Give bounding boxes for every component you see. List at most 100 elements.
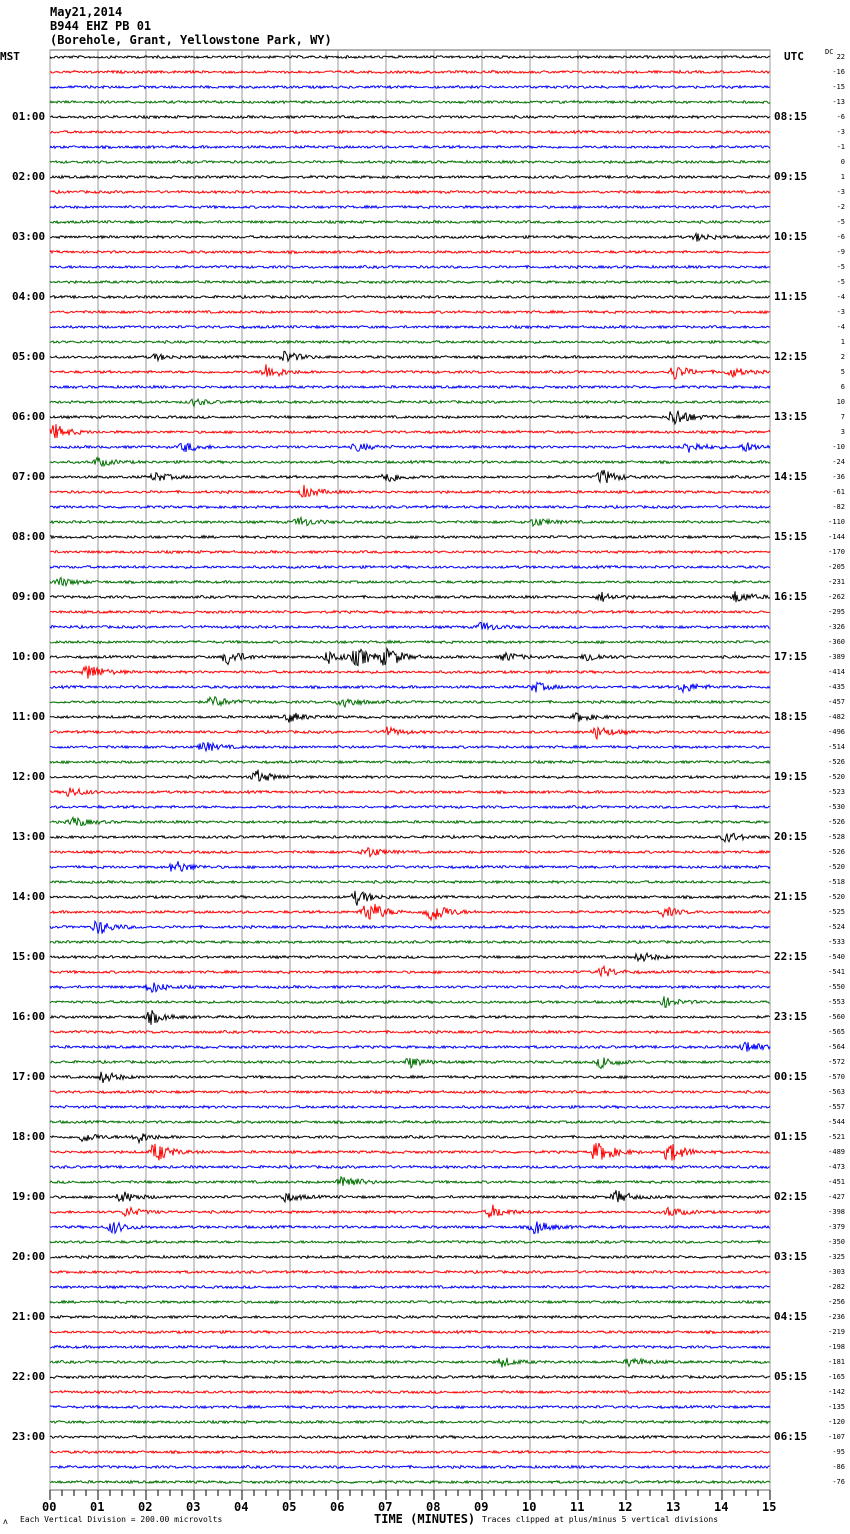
dc-offset-label: -528 [828, 833, 845, 841]
dc-offset-label: -5 [836, 263, 845, 271]
dc-offset-label: -107 [828, 1433, 845, 1441]
dc-offset-label: -520 [828, 893, 845, 901]
mst-hour-label: 22:00 [12, 1370, 46, 1383]
mst-hour-label: 11:00 [12, 710, 46, 723]
seismic-trace [49, 174, 771, 180]
dc-offset-label: -544 [828, 1118, 845, 1126]
scale-icon: ʌ [3, 1517, 8, 1526]
dc-offset-label: -2 [836, 203, 845, 211]
seismic-trace [49, 54, 771, 60]
utc-hour-label: 00:15 [774, 1070, 808, 1083]
dc-offset-label: -303 [828, 1268, 845, 1276]
seismic-trace [49, 879, 771, 885]
utc-hour-label: 17:15 [774, 650, 808, 663]
dc-offset-label: -457 [828, 698, 845, 706]
seismic-trace [49, 144, 771, 150]
dc-offset-label: -520 [828, 773, 845, 781]
seismic-trace [49, 264, 771, 270]
dc-offset-label: -36 [832, 473, 845, 481]
dc-offset-label: 3 [840, 428, 845, 436]
seismic-trace [49, 249, 771, 255]
seismic-trace [49, 1071, 771, 1084]
seismic-trace [49, 846, 771, 858]
seismic-trace [49, 219, 771, 225]
utc-hour-label: 02:15 [774, 1190, 808, 1203]
dc-offset-label: -24 [832, 458, 845, 466]
mst-hour-label: 01:00 [12, 110, 46, 123]
x-tick-label: 12 [618, 1500, 633, 1514]
utc-hour-label: 19:15 [774, 770, 808, 783]
seismic-trace [49, 681, 771, 695]
dc-offset-label: 7 [840, 413, 845, 421]
utc-hour-label: 21:15 [774, 890, 808, 903]
dc-offset-label: -325 [828, 1253, 845, 1261]
dc-offset-label: -16 [832, 68, 845, 76]
dc-offset-label: -563 [828, 1088, 845, 1096]
dc-offset-label: -219 [828, 1328, 845, 1336]
utc-hour-label: 05:15 [774, 1370, 808, 1383]
dc-offset-label: -181 [828, 1358, 845, 1366]
seismic-trace [50, 549, 771, 555]
dc-offset-label: -86 [832, 1463, 845, 1471]
dc-offset-label: -518 [828, 878, 845, 886]
seismic-trace [49, 410, 771, 426]
seismic-trace [49, 189, 771, 195]
seismic-trace [49, 279, 771, 285]
seismic-trace [49, 646, 771, 667]
dc-offset-label: -142 [828, 1388, 845, 1396]
scale-note: Each Vertical Division = 200.00 microvol… [20, 1515, 223, 1524]
utc-hour-label: 08:15 [774, 110, 808, 123]
seismic-trace [49, 982, 771, 994]
seismic-trace [49, 504, 771, 510]
dc-offset-label: 0 [840, 158, 845, 166]
dc-offset-label: -550 [828, 983, 845, 991]
seismic-trace [49, 484, 771, 498]
seismic-trace [49, 384, 771, 390]
x-tick-label: 08 [426, 1500, 441, 1514]
dc-offset-label: -520 [828, 863, 845, 871]
seismic-trace [49, 69, 770, 75]
seismic-trace [49, 861, 771, 873]
x-tick-label: 14 [714, 1500, 729, 1514]
utc-hour-label: 14:15 [774, 470, 808, 483]
dc-offset-label: -496 [828, 728, 845, 736]
dc-offset-label: -553 [828, 998, 845, 1006]
mst-hour-label: 15:00 [12, 950, 46, 963]
seismic-trace [49, 114, 771, 120]
seismic-trace [49, 1010, 771, 1025]
mst-axis-label: MST [0, 50, 20, 63]
x-tick-label: 13 [666, 1500, 681, 1514]
dc-offset-label: 6 [840, 383, 845, 391]
utc-hour-label: 11:15 [774, 290, 808, 303]
dc-offset-label: -473 [828, 1163, 845, 1171]
seismic-trace [49, 951, 771, 963]
dc-offset-label: -530 [828, 803, 845, 811]
dc-offset-label: -564 [828, 1043, 845, 1051]
dc-offset-label: -526 [828, 818, 845, 826]
seismic-trace [49, 621, 770, 631]
seismic-trace [49, 804, 771, 810]
seismic-trace [49, 159, 771, 165]
dc-offset-label: 10 [836, 398, 845, 406]
x-axis-title: TIME (MINUTES) [374, 1512, 476, 1526]
utc-hour-label: 16:15 [774, 590, 808, 603]
seismic-trace [49, 442, 771, 453]
dc-offset-label: -533 [828, 938, 845, 946]
seismic-trace [49, 1344, 771, 1350]
seismic-trace [49, 231, 771, 242]
seismic-trace [49, 1449, 771, 1455]
mst-hour-label: 16:00 [12, 1010, 46, 1023]
seismic-trace [49, 695, 771, 709]
seismic-trace [49, 1133, 771, 1145]
dc-offset-label: -540 [828, 953, 845, 961]
dc-offset-label: -379 [828, 1223, 845, 1231]
dc-offset-label: -1 [836, 143, 845, 151]
seismic-trace [49, 364, 771, 380]
seismic-trace [49, 939, 771, 945]
seismic-trace [49, 711, 771, 723]
dc-offset-label: -5 [836, 218, 845, 226]
mst-hour-label: 03:00 [12, 230, 46, 243]
seismic-trace [49, 1419, 771, 1425]
x-tick-label: 02 [138, 1500, 153, 1514]
